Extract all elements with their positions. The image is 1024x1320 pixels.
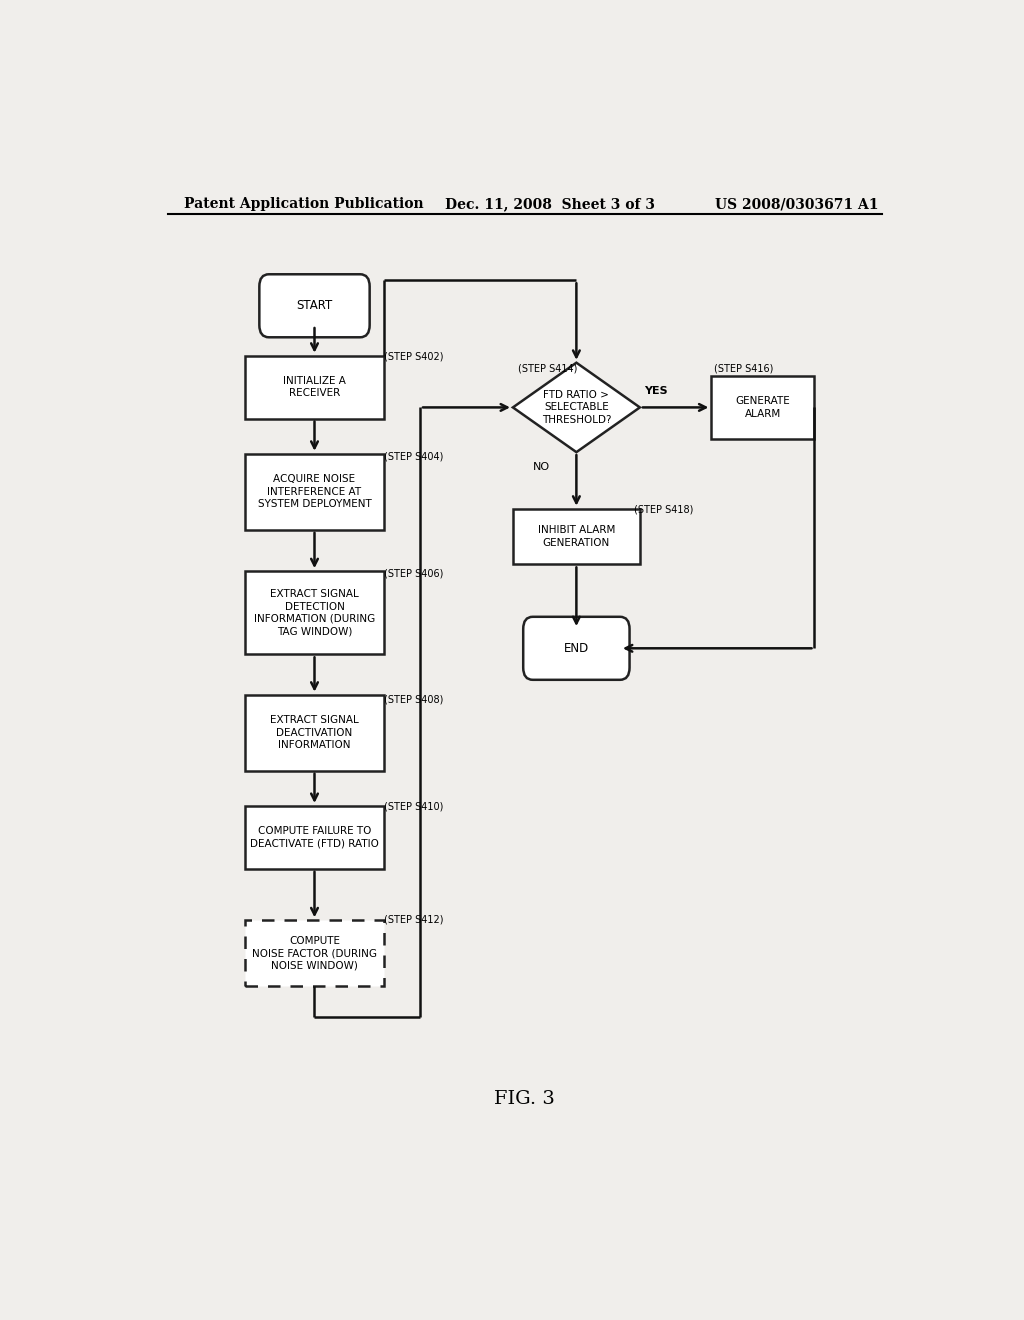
Text: END: END <box>564 642 589 655</box>
Text: START: START <box>296 300 333 313</box>
Bar <box>245 355 384 418</box>
Text: (STEP S412): (STEP S412) <box>384 915 443 925</box>
Bar <box>245 694 384 771</box>
Text: EXTRACT SIGNAL
DEACTIVATION
INFORMATION: EXTRACT SIGNAL DEACTIVATION INFORMATION <box>270 715 358 750</box>
Text: Patent Application Publication: Patent Application Publication <box>183 197 423 211</box>
Text: (STEP S418): (STEP S418) <box>634 504 693 513</box>
Text: (STEP S416): (STEP S416) <box>714 364 773 374</box>
Bar <box>245 454 384 529</box>
Bar <box>245 920 384 986</box>
Text: FIG. 3: FIG. 3 <box>495 1089 555 1107</box>
Text: COMPUTE FAILURE TO
DEACTIVATE (FTD) RATIO: COMPUTE FAILURE TO DEACTIVATE (FTD) RATI… <box>250 826 379 849</box>
Text: (STEP S414): (STEP S414) <box>518 364 578 374</box>
Bar <box>513 508 640 565</box>
Text: ACQUIRE NOISE
INTERFERENCE AT
SYSTEM DEPLOYMENT: ACQUIRE NOISE INTERFERENCE AT SYSTEM DEP… <box>258 474 372 510</box>
Text: YES: YES <box>644 387 668 396</box>
Text: INITIALIZE A
RECEIVER: INITIALIZE A RECEIVER <box>283 376 346 399</box>
FancyBboxPatch shape <box>259 275 370 338</box>
Text: INHIBIT ALARM
GENERATION: INHIBIT ALARM GENERATION <box>538 525 615 548</box>
FancyBboxPatch shape <box>523 616 630 680</box>
Bar <box>712 376 814 440</box>
Text: EXTRACT SIGNAL
DETECTION
INFORMATION (DURING
TAG WINDOW): EXTRACT SIGNAL DETECTION INFORMATION (DU… <box>254 589 375 636</box>
Text: (STEP S404): (STEP S404) <box>384 451 443 461</box>
Text: GENERATE
ALARM: GENERATE ALARM <box>735 396 791 418</box>
Text: (STEP S406): (STEP S406) <box>384 568 443 578</box>
Text: FTD RATIO >
SELECTABLE
THRESHOLD?: FTD RATIO > SELECTABLE THRESHOLD? <box>542 389 611 425</box>
Bar <box>245 572 384 655</box>
Bar <box>245 805 384 869</box>
Polygon shape <box>513 363 640 453</box>
Text: (STEP S410): (STEP S410) <box>384 801 443 812</box>
Text: US 2008/0303671 A1: US 2008/0303671 A1 <box>715 197 879 211</box>
Text: COMPUTE
NOISE FACTOR (DURING
NOISE WINDOW): COMPUTE NOISE FACTOR (DURING NOISE WINDO… <box>252 936 377 970</box>
Text: (STEP S408): (STEP S408) <box>384 694 443 704</box>
Text: (STEP S402): (STEP S402) <box>384 351 443 362</box>
Text: Dec. 11, 2008  Sheet 3 of 3: Dec. 11, 2008 Sheet 3 of 3 <box>445 197 655 211</box>
Text: NO: NO <box>532 462 550 473</box>
